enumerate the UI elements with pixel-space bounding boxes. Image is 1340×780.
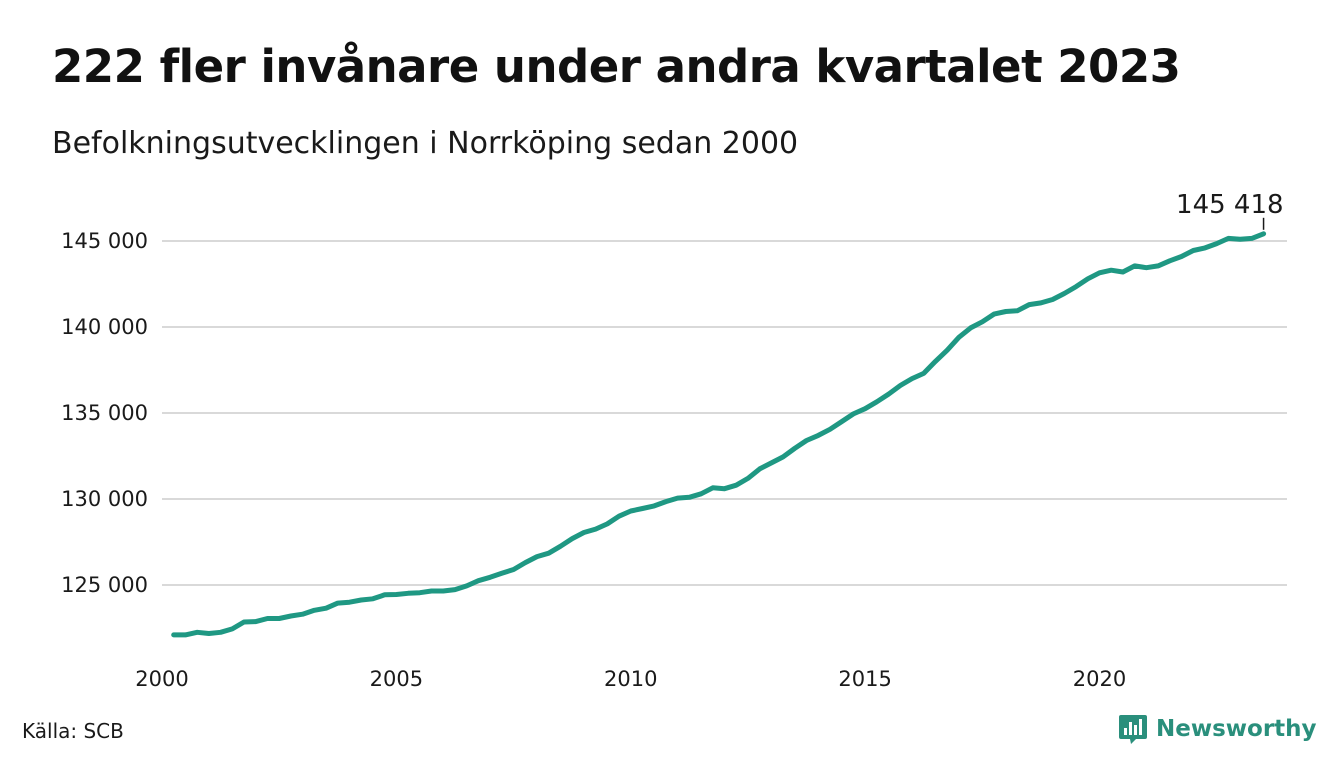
line-chart: 125 000 130 000 135 000 140 000 145 000 2000… <box>61 190 1287 691</box>
x-tick-label: 2005 <box>370 667 423 691</box>
end-label-layer: 145 418 <box>1176 190 1284 230</box>
series-line <box>171 231 1267 638</box>
chart-title: 222 fler invånare under andra kvartalet … <box>52 40 1181 93</box>
brand-name: Newsworthy <box>1156 716 1317 742</box>
y-tick-label: 140 000 <box>61 315 148 339</box>
x-tick-label: 2020 <box>1073 667 1126 691</box>
series-layer <box>171 231 1267 638</box>
x-axis-ticks: 2000 2005 2010 2015 2020 <box>135 667 1126 691</box>
y-tick-label: 125 000 <box>61 573 148 597</box>
y-axis-ticks: 125 000 130 000 135 000 140 000 145 000 <box>61 229 148 597</box>
chart-subtitle: Befolkningsutvecklingen i Norrköping sed… <box>52 126 799 161</box>
end-value-label: 145 418 <box>1176 190 1284 220</box>
x-tick-label: 2010 <box>604 667 657 691</box>
y-tick-label: 135 000 <box>61 401 148 425</box>
x-tick-label: 2000 <box>135 667 188 691</box>
x-tick-label: 2015 <box>838 667 891 691</box>
newsworthy-logo-icon <box>1119 715 1147 744</box>
source-note: Källa: SCB <box>22 719 124 743</box>
y-tick-label: 130 000 <box>61 487 148 511</box>
y-tick-label: 145 000 <box>61 229 148 253</box>
gridlines <box>162 240 1287 586</box>
brand-logo: Newsworthy <box>1118 713 1317 745</box>
